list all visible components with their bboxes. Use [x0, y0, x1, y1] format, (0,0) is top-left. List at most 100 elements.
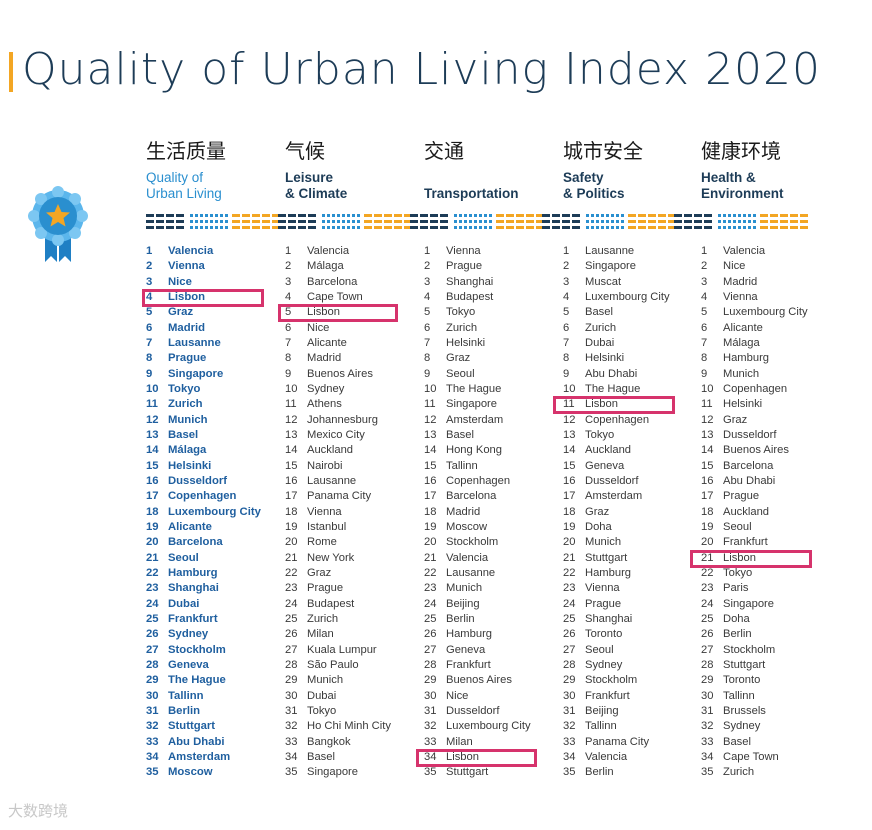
rank-number: 21 [285, 551, 298, 564]
rank-number: 18 [424, 505, 437, 518]
list-item: 31 Brussels [701, 704, 808, 719]
rank-number: 24 [146, 597, 159, 610]
list-item: 17 Panama City [285, 489, 391, 504]
stripe-dot [479, 226, 482, 229]
city-name: Barcelona [307, 275, 358, 288]
list-item: 19 Istanbul [285, 520, 391, 535]
city-name: Frankfurt [446, 658, 491, 671]
stripe-dash [146, 220, 154, 223]
city-name: Budapest [446, 290, 494, 303]
rank-number: 18 [146, 505, 159, 518]
stripe-dot [210, 226, 213, 229]
stripe-dot [357, 226, 360, 229]
rank-number: 29 [146, 674, 159, 687]
list-item: 29 Munich [285, 673, 391, 688]
rank-number: 9 [563, 367, 570, 380]
city-name: Stuttgart [168, 720, 216, 733]
stripe-dot [215, 214, 218, 217]
rank-number: 20 [563, 536, 576, 549]
city-name: Madrid [446, 505, 481, 518]
rank-number: 9 [701, 367, 708, 380]
ranking-column: 1 Valencia 2 Málaga 3 Barcelona 4 Cape Town 5 Lis… [285, 244, 391, 780]
stripe-dash [496, 214, 504, 217]
rank-number: 10 [285, 382, 298, 395]
list-item: 28 São Paulo [285, 658, 391, 673]
rank-number: 23 [701, 582, 714, 595]
city-name: Nice [168, 275, 192, 288]
city-name: New York [307, 551, 355, 564]
list-item: 1 Valencia [146, 244, 261, 259]
stripe-dot [347, 226, 350, 229]
rank-number: 32 [285, 720, 298, 733]
city-name: Amsterdam [168, 750, 231, 763]
stripe-dash [638, 226, 646, 229]
city-name: Bangkok [307, 735, 351, 748]
stripe-dash [272, 226, 280, 229]
stripe-dot [484, 226, 487, 229]
stripe-dash [628, 220, 636, 223]
stripe-dash [298, 220, 306, 223]
city-name: Luxembourg City [446, 720, 531, 733]
stripe-dash [176, 220, 184, 223]
stripe-dash [166, 220, 174, 223]
list-item: 34 Valencia [563, 750, 670, 765]
list-item: 17 Amsterdam [563, 489, 670, 504]
rank-number: 17 [701, 490, 714, 503]
stripe-dot [190, 220, 193, 223]
rank-number: 22 [285, 566, 298, 579]
stripe-dot [464, 220, 467, 223]
stripe-dash [262, 226, 270, 229]
stripe-dot [748, 220, 751, 223]
city-name: Basel [307, 750, 335, 763]
stripe-dot [586, 226, 589, 229]
city-name: Vienna [723, 290, 758, 303]
list-item: 2 Singapore [563, 259, 670, 274]
list-item: 19 Seoul [701, 520, 808, 535]
list-item: 28 Geneva [146, 658, 261, 673]
stripe-dash [536, 226, 544, 229]
rank-number: 34 [285, 750, 298, 763]
stripe-dot [327, 220, 330, 223]
stripe-dash [674, 220, 682, 223]
rank-number: 26 [285, 628, 298, 641]
city-name: Moscow [168, 766, 213, 779]
stripe-dot [474, 214, 477, 217]
list-item: 32 Sydney [701, 719, 808, 734]
list-item: 1 Vienna [424, 244, 531, 259]
city-name: São Paulo [307, 658, 359, 671]
rank-number: 33 [563, 735, 576, 748]
city-name: Tallinn [723, 689, 755, 702]
stripe-dash [384, 214, 392, 217]
rank-number: 28 [563, 658, 576, 671]
list-item: 14 Málaga [146, 443, 261, 458]
rank-number: 33 [146, 735, 159, 748]
list-item: 21 Seoul [146, 551, 261, 566]
stripe-dot [606, 220, 609, 223]
city-name: Seoul [446, 367, 475, 380]
list-item: 6 Nice [285, 321, 391, 336]
stripe-dot [332, 226, 335, 229]
city-name: Berlin [585, 766, 614, 779]
stripe-dash [694, 226, 702, 229]
stripe-dash [364, 220, 372, 223]
stripe-dash [516, 214, 524, 217]
list-item: 4 Cape Town [285, 290, 391, 305]
rank-number: 13 [424, 428, 437, 441]
list-item: 23 Munich [424, 581, 531, 596]
list-item: 30 Nice [424, 689, 531, 704]
stripe-dot [601, 220, 604, 223]
city-name: Valencia [585, 750, 628, 763]
stripe-dash [684, 214, 692, 217]
stripe-dot [200, 214, 203, 217]
list-item: 8 Prague [146, 351, 261, 366]
list-item: 6 Zurich [563, 321, 670, 336]
list-item: 20 Barcelona [146, 535, 261, 550]
stripe-dot [322, 214, 325, 217]
list-item: 30 Frankfurt [563, 689, 670, 704]
column-header-en-line [424, 170, 519, 186]
rank-number: 23 [563, 582, 576, 595]
city-name: Shanghai [446, 275, 494, 288]
stripe-dash [648, 220, 656, 223]
list-item: 22 Lausanne [424, 566, 531, 581]
stripe-dot [723, 220, 726, 223]
